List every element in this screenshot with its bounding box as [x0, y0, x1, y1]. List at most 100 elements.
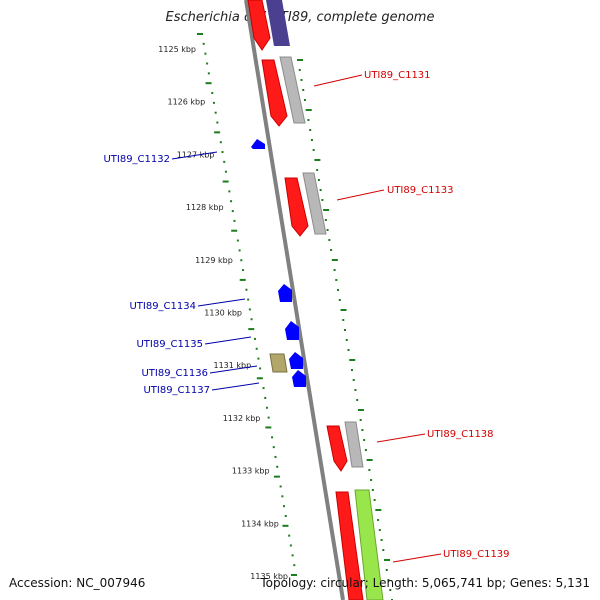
backbone-line: [244, 0, 345, 600]
minor-tick: [317, 179, 320, 181]
minor-tick: [255, 347, 258, 350]
major-tick: [214, 131, 221, 134]
minor-tick: [284, 514, 287, 517]
minor-tick: [293, 564, 296, 567]
minor-tick: [359, 419, 362, 421]
gene-label-C1137[interactable]: UTI89_C1137: [143, 385, 210, 396]
gene-label-C1134[interactable]: UTI89_C1134: [129, 301, 196, 312]
minor-tick: [345, 339, 348, 341]
minor-tick: [335, 279, 338, 281]
major-tick: [282, 524, 289, 527]
minor-tick: [344, 329, 346, 331]
minor-tick: [245, 288, 248, 291]
kbp-label: 1134 kbp: [241, 519, 279, 528]
minor-tick: [302, 89, 305, 91]
minor-tick: [316, 169, 319, 171]
minor-tick: [368, 469, 371, 471]
major-tick: [305, 109, 312, 111]
major-tick: [256, 377, 263, 380]
purple-gene-top[interactable]: [266, 0, 290, 46]
minor-tick: [347, 349, 350, 351]
gene-label-C1138[interactable]: UTI89_C1138: [427, 429, 494, 440]
green-feature[interactable]: [354, 489, 384, 600]
blue-gene-arrow-C1137[interactable]: [292, 370, 306, 387]
kbp-label: 1135 kbp: [250, 572, 288, 581]
minor-tick: [216, 121, 219, 124]
red-gene-arrow[interactable]: [284, 177, 309, 237]
major-tick: [357, 409, 364, 411]
minor-tick: [228, 190, 231, 193]
gene-labels: UTI89_C1131 UTI89_C1133 UTI89_C1138 UTI8…: [103, 70, 510, 563]
minor-tick: [389, 589, 392, 591]
minor-tick: [312, 149, 315, 151]
ticks-left: [197, 33, 297, 576]
minor-tick: [307, 119, 310, 121]
kbp-label: 1130 kbp: [204, 309, 242, 318]
leader-line-C1136: [209, 365, 258, 374]
minor-tick: [350, 369, 353, 371]
gene-label-C1135[interactable]: UTI89_C1135: [136, 339, 203, 350]
minor-tick: [380, 539, 383, 541]
gray-feature[interactable]: [279, 56, 306, 124]
gene-label-C1133[interactable]: UTI89_C1133: [387, 185, 454, 196]
minor-tick: [219, 141, 222, 144]
gene-label-C1132[interactable]: UTI89_C1132: [103, 154, 170, 165]
major-tick: [205, 82, 212, 85]
blue-gene-arrow-C1134[interactable]: [278, 284, 292, 302]
major-tick: [384, 559, 391, 561]
major-tick: [297, 59, 303, 61]
blue-gene-arrow-C1136[interactable]: [289, 352, 303, 369]
minor-tick: [262, 387, 265, 390]
minor-tick: [354, 389, 357, 391]
minor-tick: [264, 396, 267, 399]
minor-tick: [370, 479, 373, 481]
gene-label-C1136[interactable]: UTI89_C1136: [141, 368, 208, 379]
blue-gene-arrow-C1135[interactable]: [285, 321, 299, 340]
gene-UTI89_C1138[interactable]: [326, 421, 364, 472]
minor-tick: [274, 455, 277, 458]
minor-tick: [259, 367, 262, 370]
minor-tick: [240, 259, 243, 262]
gene-label-C1139[interactable]: UTI89_C1139: [443, 549, 510, 560]
red-gene-arrow-top[interactable]: [247, 0, 271, 51]
minor-tick: [233, 219, 236, 222]
minor-tick: [276, 465, 279, 468]
minor-tick: [363, 439, 366, 441]
minor-tick: [265, 406, 268, 409]
gray-feature[interactable]: [344, 421, 364, 468]
red-gene-arrow[interactable]: [326, 425, 348, 472]
minor-tick: [289, 544, 292, 547]
major-tick: [340, 309, 347, 311]
gene-label-C1131[interactable]: UTI89_C1131: [364, 70, 431, 81]
minor-tick: [337, 289, 340, 291]
leader-line-C1135: [204, 336, 252, 345]
minor-tick: [300, 79, 303, 81]
minor-tick: [253, 337, 256, 340]
red-gene-arrow[interactable]: [261, 59, 288, 127]
ticks-right: [297, 59, 393, 600]
gray-feature[interactable]: [302, 172, 327, 235]
minor-tick: [230, 200, 233, 203]
red-gene-arrow[interactable]: [335, 491, 364, 600]
blue-gene-arrow-C1132[interactable]: [251, 139, 265, 149]
minor-tick: [272, 446, 275, 449]
gene-UTI89_C1131[interactable]: [261, 56, 306, 127]
kbp-label: 1131 kbp: [213, 361, 251, 370]
minor-tick: [224, 170, 227, 173]
gene-UTI89_C1133[interactable]: [284, 172, 327, 237]
minor-tick: [310, 139, 313, 141]
map-title: Escherichia coli UTI89, complete genome: [165, 10, 435, 25]
minor-tick: [326, 229, 329, 231]
major-tick: [231, 229, 238, 232]
olive-feature[interactable]: [269, 353, 288, 373]
gene-UTI89_C1139[interactable]: [335, 489, 384, 600]
minor-tick: [206, 62, 209, 65]
minor-tick: [238, 249, 241, 252]
minor-tick: [223, 160, 226, 163]
minor-tick: [356, 399, 359, 401]
major-tick: [248, 328, 255, 331]
minor-tick: [257, 357, 260, 360]
leader-line-C1133: [336, 189, 385, 201]
